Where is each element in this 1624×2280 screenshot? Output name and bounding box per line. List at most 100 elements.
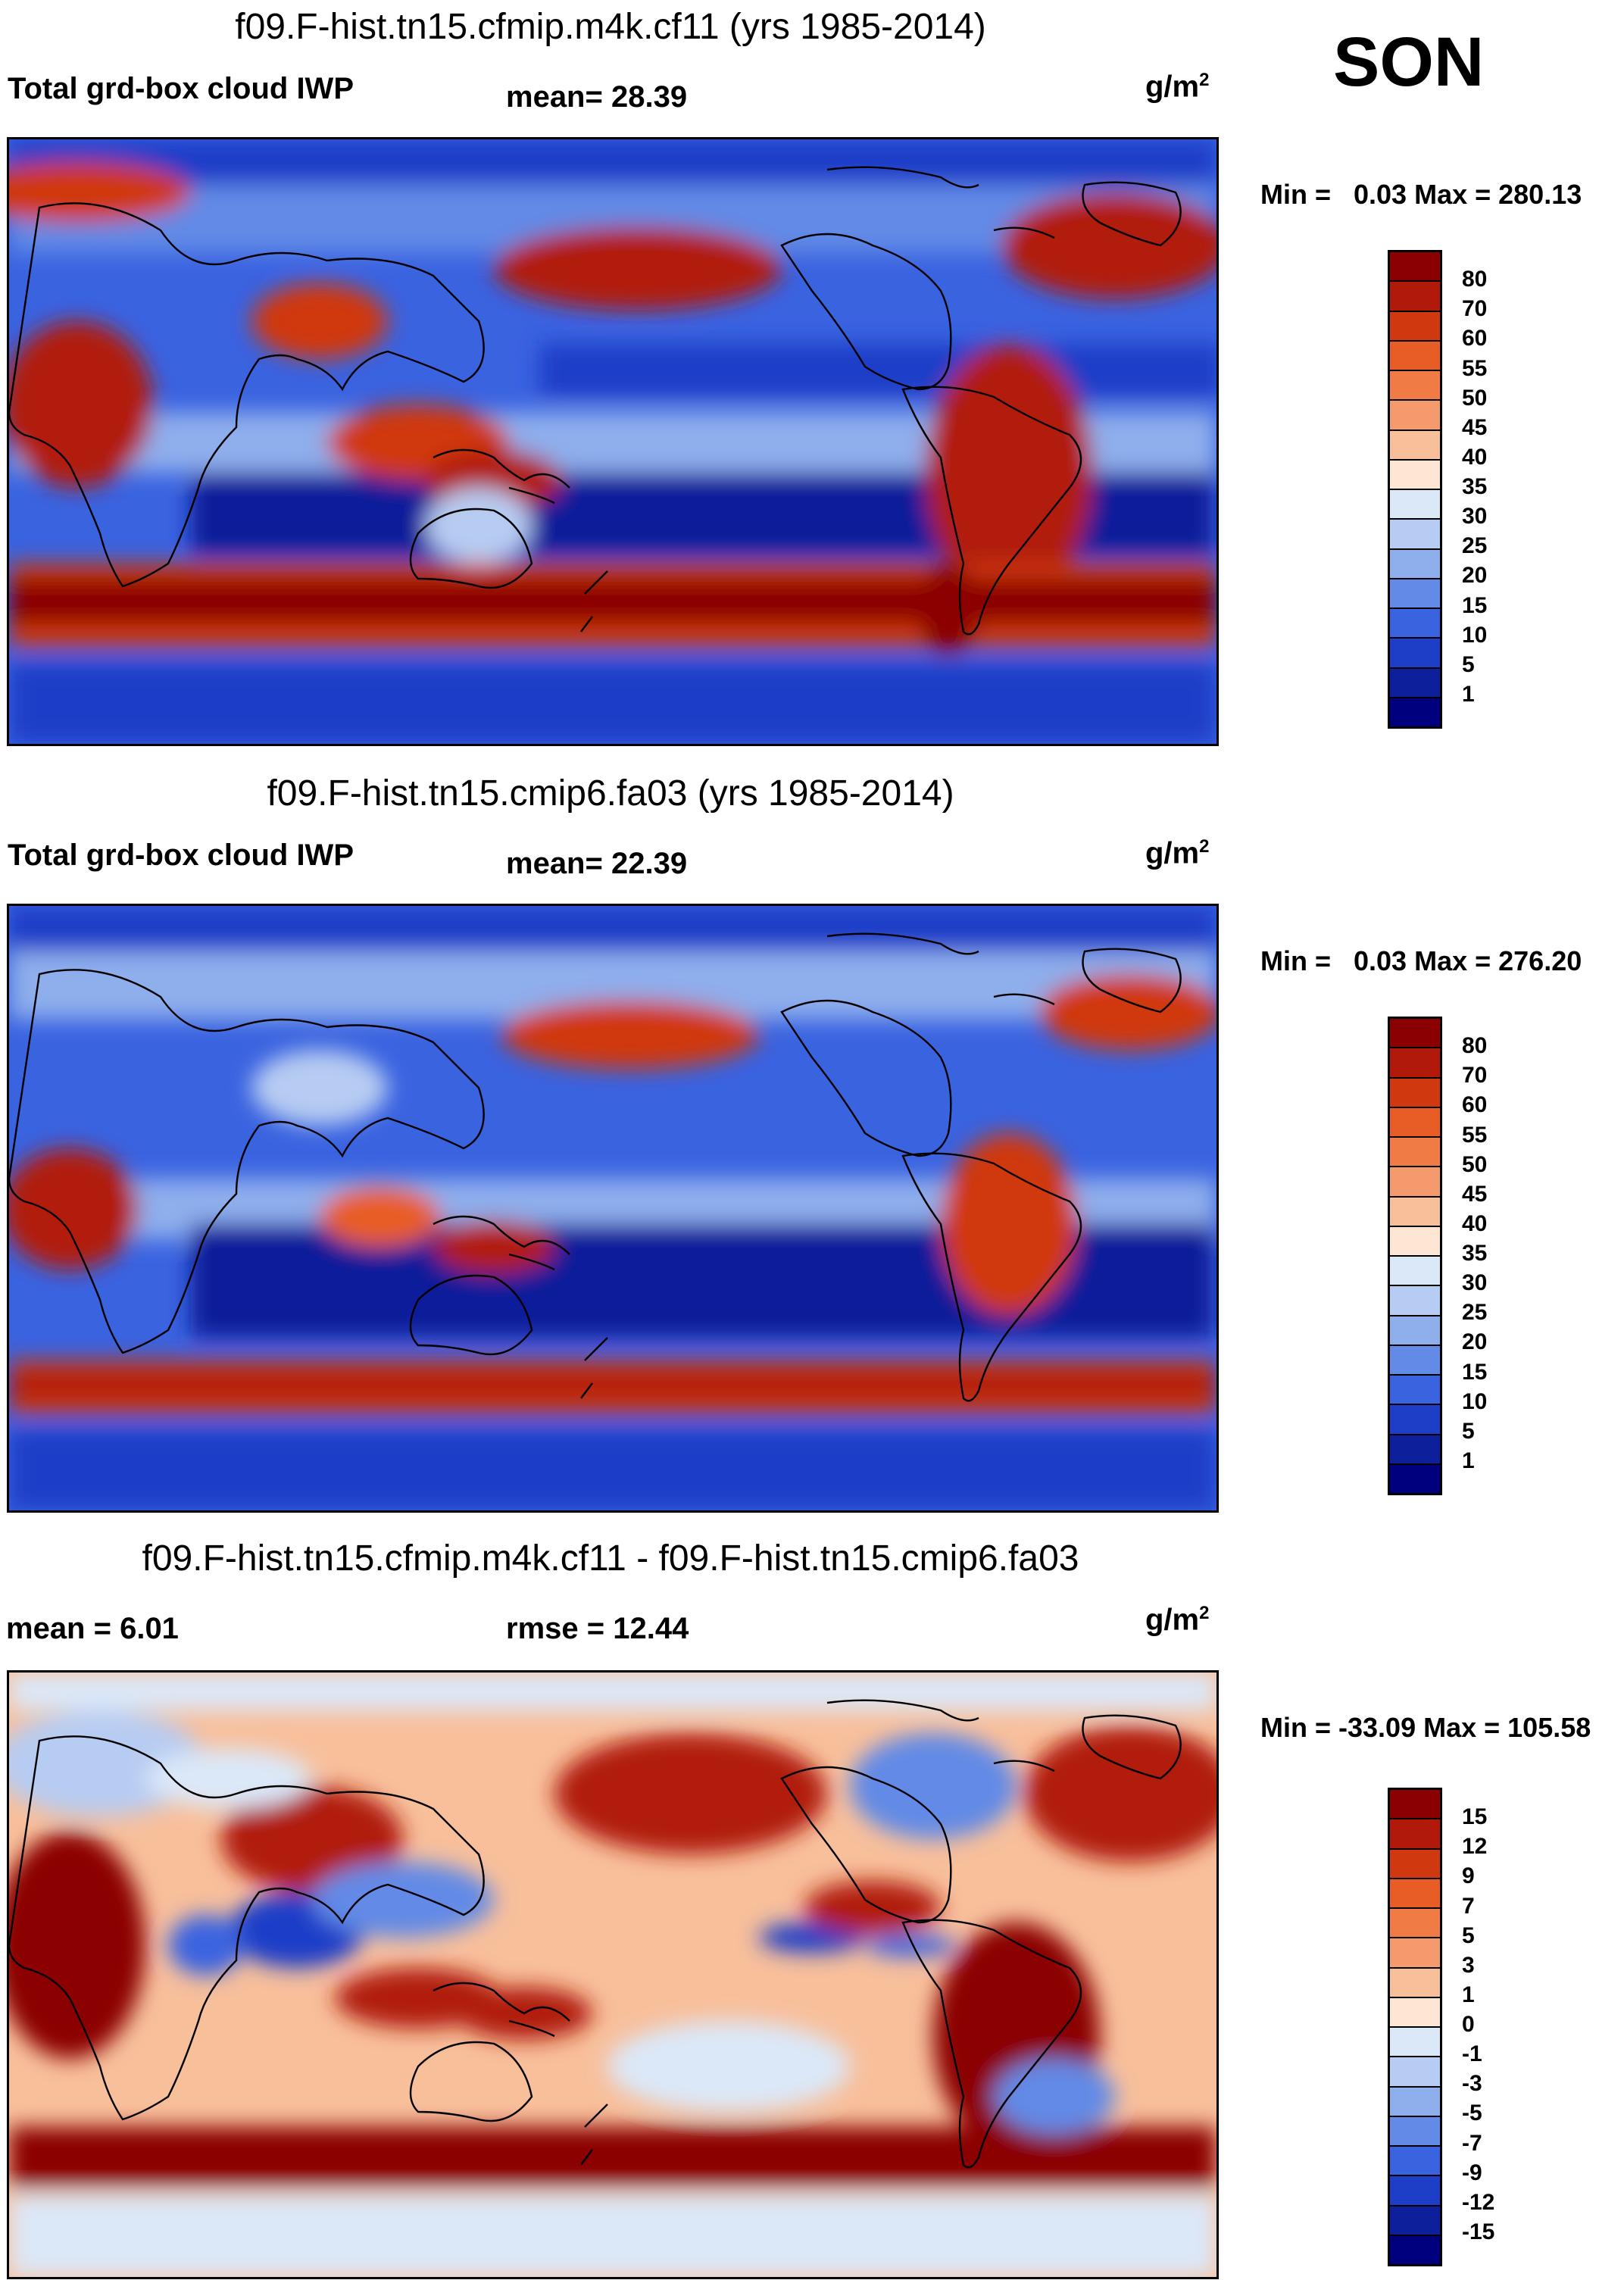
- colorbar-label: 7: [1462, 1893, 1475, 1919]
- colorbar-swatch: [1390, 2206, 1440, 2236]
- colorbar-label: 40: [1462, 1210, 1488, 1236]
- colorbar-label: 60: [1462, 1092, 1488, 1118]
- season-label: SON: [1333, 23, 1485, 101]
- panel-1-units: g/m2: [1145, 70, 1210, 104]
- colorbar-swatch: [1390, 1968, 1440, 1998]
- panel-3-colorbar-swatches: [1388, 1788, 1442, 2266]
- colorbar-label: 15: [1462, 1359, 1488, 1385]
- panel-3-rmse-label: rmse = 12.44: [506, 1612, 689, 1645]
- panel-1-variable-label: Total grd-box cloud IWP: [8, 72, 354, 105]
- panel-3-minmax: Min = -33.09 Max = 105.58: [1260, 1712, 1591, 1743]
- colorbar-label: 70: [1462, 1063, 1488, 1088]
- colorbar-swatch: [1390, 1226, 1440, 1257]
- colorbar-label: 5: [1462, 651, 1475, 677]
- colorbar-swatch: [1390, 1819, 1440, 1850]
- panel-1-title: f09.F-hist.tn15.cfmip.m4k.cf11 (yrs 1985…: [235, 7, 986, 47]
- colorbar-swatch: [1390, 1316, 1440, 1346]
- colorbar-swatch: [1390, 2057, 1440, 2088]
- colorbar-label: -15: [1462, 2219, 1495, 2244]
- colorbar-label: 30: [1462, 1270, 1488, 1296]
- colorbar-label: 35: [1462, 1241, 1488, 1266]
- colorbar-label: 40: [1462, 444, 1488, 470]
- colorbar-swatch: [1390, 1464, 1440, 1493]
- colorbar-label: 12: [1462, 1834, 1488, 1860]
- colorbar-swatch: [1390, 1405, 1440, 1435]
- panel-2-colorbar-swatches: [1388, 1017, 1442, 1495]
- panel-3-units: g/m2: [1145, 1603, 1210, 1637]
- colorbar-swatch: [1390, 1197, 1440, 1227]
- colorbar-swatch: [1390, 1345, 1440, 1376]
- panel-3-title: f09.F-hist.tn15.cfmip.m4k.cf11 - f09.F-h…: [142, 1538, 1079, 1579]
- colorbar-label: 9: [1462, 1863, 1475, 1889]
- panel-2-map: [7, 904, 1219, 1513]
- colorbar-label: 5: [1462, 1418, 1475, 1444]
- panel-2-units: g/m2: [1145, 836, 1210, 870]
- colorbar-label: 5: [1462, 1922, 1475, 1948]
- colorbar-swatch: [1390, 430, 1440, 461]
- colorbar-swatch: [1390, 1435, 1440, 1465]
- colorbar-label: -12: [1462, 2189, 1495, 2215]
- colorbar-label: 15: [1462, 592, 1488, 618]
- panel-1-minmax: Min = 0.03 Max = 280.13: [1260, 179, 1582, 210]
- colorbar-swatch: [1390, 1997, 1440, 2028]
- colorbar-swatch: [1390, 579, 1440, 609]
- panel-3-mean-label: mean = 6.01: [6, 1612, 179, 1645]
- colorbar-swatch: [1390, 639, 1440, 669]
- colorbar-swatch: [1390, 609, 1440, 639]
- colorbar-swatch: [1390, 282, 1440, 312]
- panel-2-mean-label: mean= 22.39: [506, 847, 688, 880]
- colorbar-label: 70: [1462, 296, 1488, 322]
- panel-2-colorbar: 80 70 60 55 50 45 40 35 30 25 20 15 10 5 1: [1388, 1017, 1487, 1495]
- colorbar-swatch: [1390, 1879, 1440, 1909]
- colorbar-swatch: [1390, 2116, 1440, 2147]
- colorbar-label: 55: [1462, 355, 1488, 381]
- colorbar-label: 45: [1462, 414, 1488, 440]
- panel-2-colorbar-labels: 80 70 60 55 50 45 40 35 30 25 20 15 10 5 1: [1462, 1017, 1553, 1491]
- colorbar-label: -9: [1462, 2160, 1482, 2185]
- colorbar-swatch: [1390, 341, 1440, 371]
- colorbar-swatch: [1390, 1019, 1440, 1049]
- colorbar-label: 80: [1462, 1033, 1488, 1059]
- panel-2-variable-label: Total grd-box cloud IWP: [8, 839, 354, 872]
- coastlines: [9, 932, 1182, 1402]
- colorbar-label: 25: [1462, 533, 1488, 559]
- colorbar-swatch: [1390, 2176, 1440, 2207]
- panel-1-colorbar-swatches: [1388, 250, 1442, 729]
- colorbar-label: 45: [1462, 1181, 1488, 1207]
- colorbar-swatch: [1390, 2028, 1440, 2058]
- colorbar-label: 60: [1462, 326, 1488, 351]
- colorbar-swatch: [1390, 1138, 1440, 1168]
- colorbar-swatch: [1390, 371, 1440, 401]
- colorbar-label: 50: [1462, 385, 1488, 411]
- colorbar-swatch: [1390, 1286, 1440, 1316]
- panel-1-colorbar-labels: 80 70 60 55 50 45 40 35 30 25 20 15 10 5 1: [1462, 250, 1553, 724]
- colorbar-label: -3: [1462, 2071, 1482, 2097]
- colorbar-label: 35: [1462, 474, 1488, 499]
- colorbar-swatch: [1390, 1078, 1440, 1108]
- colorbar-swatch: [1390, 1849, 1440, 1879]
- colorbar-swatch: [1390, 1938, 1440, 1969]
- colorbar-swatch: [1390, 1909, 1440, 1939]
- panel-3-colorbar-labels: 15 12 9 7 5 3 1 0 -1 -3 -5 -7 -9 -12 -15: [1462, 1788, 1553, 2262]
- colorbar-swatch: [1390, 520, 1440, 550]
- colorbar-swatch: [1390, 1376, 1440, 1406]
- colorbar-swatch: [1390, 2235, 1440, 2264]
- panel-1-map: [7, 137, 1219, 746]
- colorbar-label: 20: [1462, 1329, 1488, 1355]
- coastlines: [9, 166, 1182, 636]
- coastlines: [9, 1699, 1182, 2169]
- colorbar-swatch: [1390, 490, 1440, 520]
- colorbar-label: -5: [1462, 2100, 1482, 2126]
- colorbar-label: -1: [1462, 2041, 1482, 2067]
- colorbar-label: 1: [1462, 1448, 1475, 1473]
- colorbar-label: 10: [1462, 622, 1488, 648]
- colorbar-label: 15: [1462, 1804, 1488, 1830]
- colorbar-swatch: [1390, 549, 1440, 579]
- colorbar-swatch: [1390, 311, 1440, 342]
- colorbar-swatch: [1390, 1107, 1440, 1138]
- colorbar-swatch: [1390, 1257, 1440, 1287]
- colorbar-label: 80: [1462, 267, 1488, 292]
- panel-2-minmax: Min = 0.03 Max = 276.20: [1260, 945, 1582, 976]
- colorbar-swatch: [1390, 1167, 1440, 1198]
- colorbar-label: -7: [1462, 2130, 1482, 2156]
